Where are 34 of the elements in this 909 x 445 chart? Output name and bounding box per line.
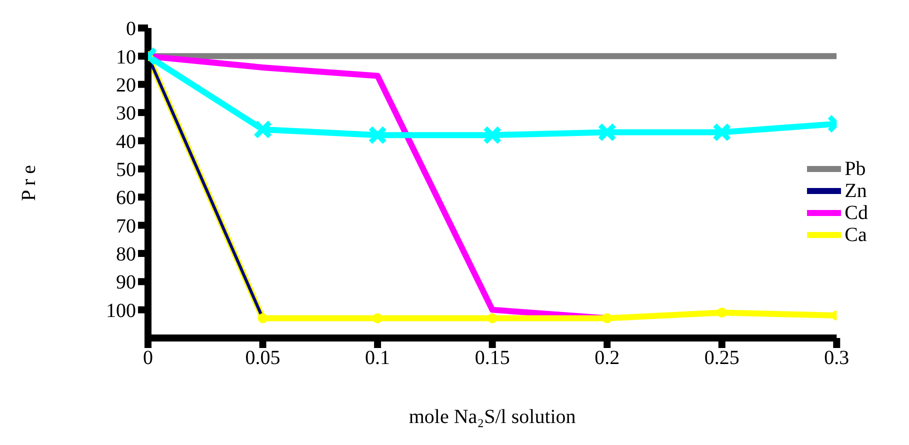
y-tick-label: 60 [116, 187, 136, 210]
x-axis-title: mole Na₂S/l solution [408, 406, 576, 428]
y-tick-label: 90 [116, 272, 136, 294]
point [482, 126, 502, 145]
legend-label: Zn [844, 180, 868, 202]
point [258, 313, 268, 324]
y-tick-label: 0 [126, 18, 136, 40]
x-tick-label: 0.1 [365, 347, 390, 370]
y-tick-label: 50 [116, 159, 136, 182]
y-axis-title: P r e [18, 164, 40, 201]
point [487, 313, 498, 324]
legend-label: Cd [844, 202, 868, 224]
y-tick-label: 100 [106, 300, 136, 322]
y-tick-label: 10 [116, 46, 136, 68]
point [372, 313, 383, 324]
point [598, 122, 617, 142]
y-tick-label: 30 [116, 102, 136, 125]
x-tick-label: 0.2 [594, 347, 620, 370]
legend-label: Ca [844, 224, 868, 246]
y-tick-label: 20 [116, 74, 136, 96]
y-tick-label: 80 [116, 244, 136, 266]
point [712, 122, 732, 142]
x-tick-label: 0.3 [824, 347, 850, 370]
y-tick-label: 70 [116, 215, 136, 238]
x-tick-label: 0.15 [474, 347, 510, 370]
point [716, 308, 727, 318]
y-tick-label: 40 [116, 130, 136, 153]
legend-label: Pb [844, 158, 867, 180]
point [602, 313, 612, 324]
x-tick-label: 0.05 [245, 347, 280, 370]
point [253, 120, 272, 139]
x-tick-label: 0.25 [704, 347, 740, 370]
x-tick-label: 0 [143, 347, 153, 370]
point [368, 126, 388, 145]
